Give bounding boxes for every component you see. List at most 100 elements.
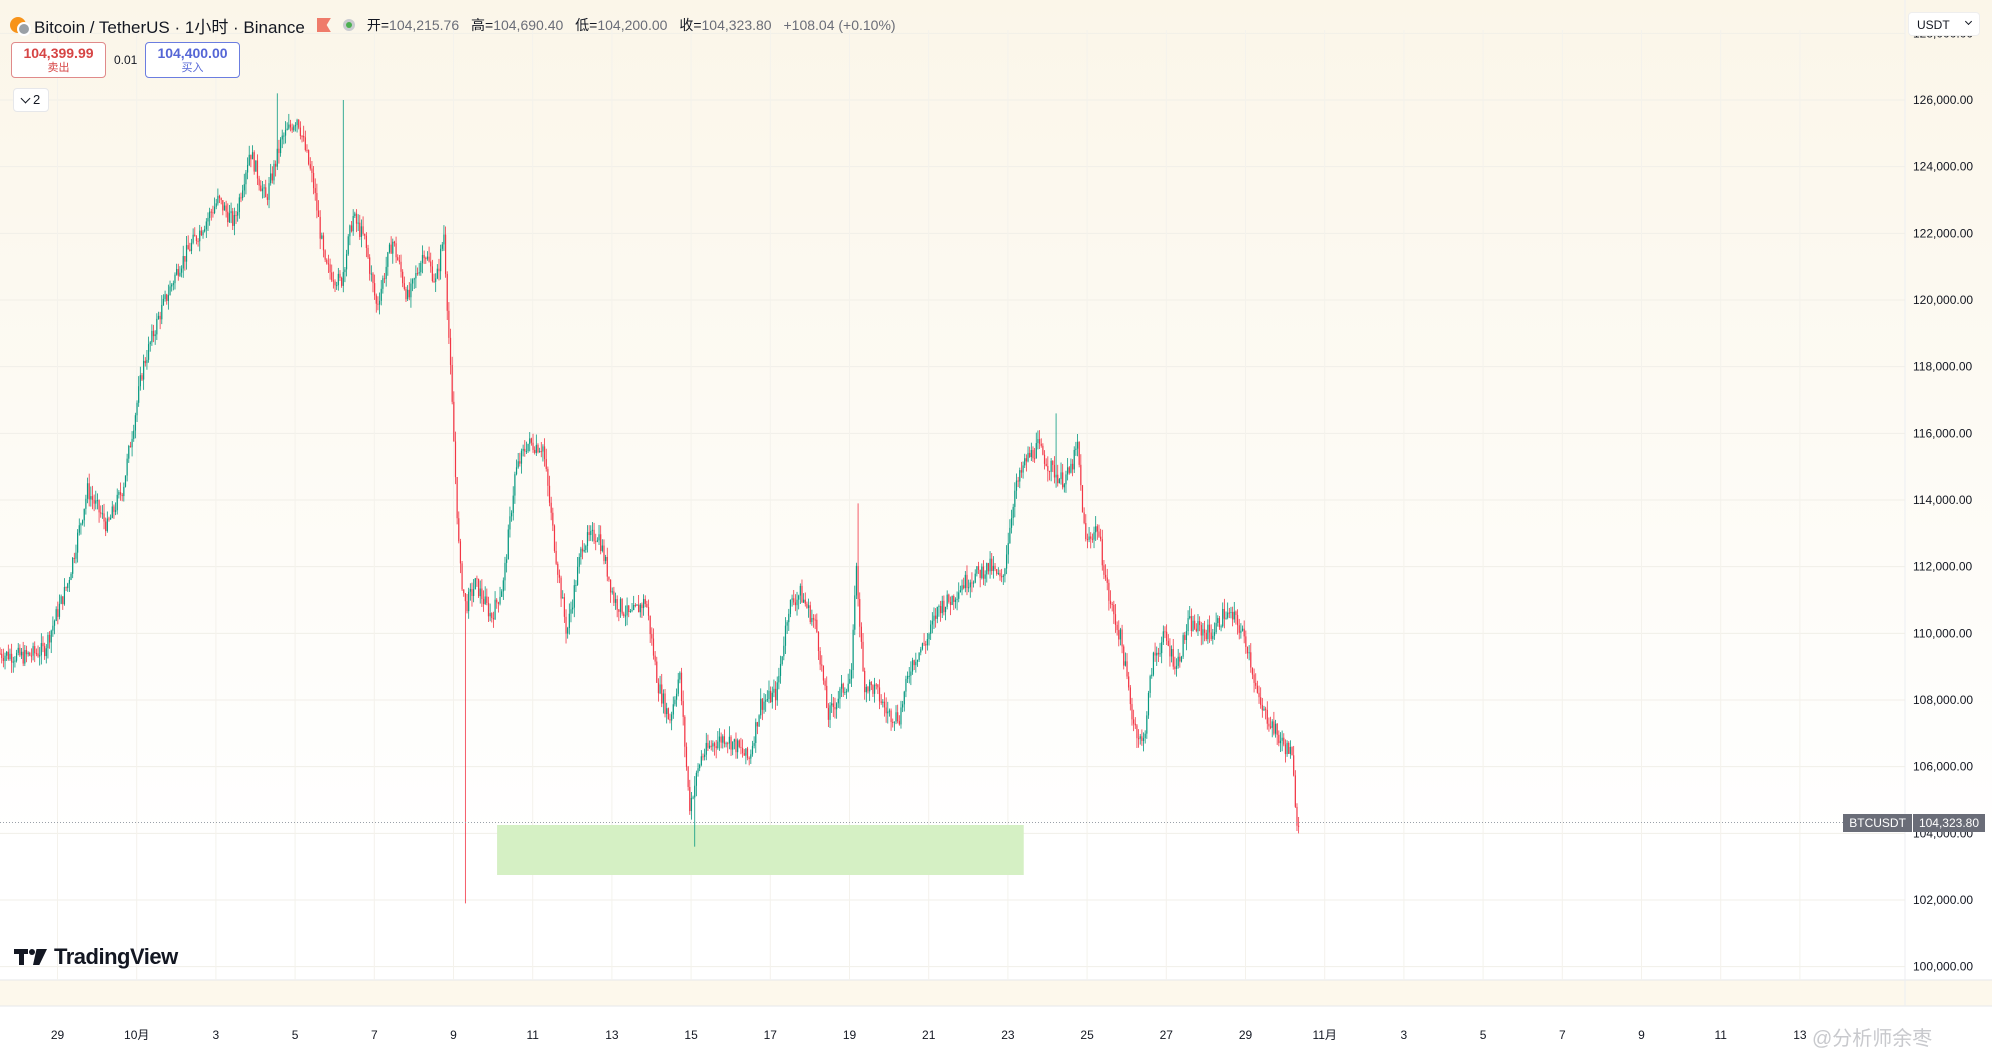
candle — [804, 592, 806, 607]
time-axis[interactable]: 29 10月 3 5 7 9 11 13 15 17 19 21 23 25 27 29 11月 3 5 7 9 11 13 — [51, 1028, 1807, 1042]
candle — [1020, 461, 1023, 478]
candle — [101, 504, 103, 519]
candle — [350, 220, 353, 233]
candle — [454, 431, 457, 485]
candle — [603, 539, 605, 565]
candle — [1253, 668, 1255, 693]
candle — [299, 121, 301, 140]
indicators-toggle-button[interactable]: 2 — [13, 88, 50, 112]
candle — [1106, 568, 1108, 591]
candle — [418, 262, 420, 276]
candle — [859, 592, 861, 638]
candle — [415, 265, 417, 289]
candle — [507, 524, 509, 560]
candle — [550, 496, 552, 521]
candle — [598, 524, 600, 545]
candle — [831, 693, 833, 713]
candle — [449, 328, 452, 375]
candle — [986, 562, 988, 583]
candle — [1109, 590, 1112, 609]
candle — [360, 219, 363, 248]
candle — [1017, 476, 1019, 488]
candle — [557, 561, 559, 584]
candle — [585, 544, 587, 553]
candle — [1085, 514, 1087, 542]
candle — [1291, 746, 1293, 756]
candle — [288, 113, 290, 130]
candle — [426, 251, 429, 261]
candle — [390, 236, 392, 254]
candle — [1166, 624, 1168, 645]
candle — [369, 254, 371, 281]
candle — [1005, 545, 1008, 575]
candle — [304, 130, 306, 152]
candle — [743, 749, 745, 756]
candle — [1213, 622, 1216, 640]
candle — [722, 734, 724, 749]
candle — [1032, 446, 1034, 463]
candle — [558, 569, 561, 584]
candle — [631, 603, 633, 613]
candle — [1086, 533, 1089, 549]
candle — [1141, 729, 1143, 746]
candle — [1024, 453, 1026, 469]
candle — [1073, 446, 1075, 474]
candle — [428, 246, 430, 263]
candle — [448, 302, 450, 344]
candle — [463, 589, 465, 597]
last-price-symbol: BTCUSDT — [1843, 813, 1912, 832]
candle — [486, 588, 488, 606]
candle — [169, 280, 171, 296]
candle — [242, 184, 244, 201]
candle — [397, 254, 399, 261]
candle — [91, 485, 94, 510]
candle — [1240, 623, 1242, 639]
candle — [385, 256, 387, 287]
candle — [609, 579, 612, 603]
price-tick-label: 100,000.00 — [1913, 960, 1973, 974]
price-axis[interactable]: 100,000.00102,000.00104,000.00106,000.00… — [1913, 26, 1973, 973]
candle — [601, 539, 603, 553]
candle — [989, 551, 991, 579]
candle — [580, 546, 582, 565]
candle — [1220, 624, 1222, 632]
market-status-icon[interactable] — [342, 19, 355, 31]
buy-button[interactable]: 104,400.00 买入 — [145, 42, 240, 78]
candle — [504, 556, 506, 591]
candle — [1037, 430, 1039, 450]
candle — [1195, 623, 1197, 633]
candle — [261, 180, 264, 199]
candle — [941, 595, 943, 619]
symbol-title[interactable]: Bitcoin / TetherUS · 1小时 · Binance — [34, 17, 305, 37]
candle — [25, 645, 28, 663]
candle — [524, 440, 526, 457]
candle — [268, 176, 270, 209]
candle — [265, 179, 267, 198]
candle — [1256, 680, 1258, 694]
candle — [793, 589, 795, 606]
candle — [20, 648, 23, 660]
candle — [893, 721, 895, 732]
candle — [11, 643, 13, 673]
candle — [166, 293, 168, 305]
flag-icon[interactable] — [316, 18, 331, 32]
tradingview-logo-text: TradingView — [54, 944, 178, 969]
buy-price: 104,400.00 — [157, 45, 228, 61]
currency-select[interactable]: USDT — [1908, 12, 1980, 36]
candle — [1065, 470, 1067, 493]
candle — [728, 726, 730, 750]
candle — [294, 122, 297, 132]
sell-button[interactable]: 104,399.99 卖出 — [11, 42, 106, 78]
tradingview-logo[interactable]: TradingView — [14, 944, 178, 970]
candle — [349, 224, 351, 246]
candle — [194, 227, 196, 237]
candle — [164, 290, 166, 302]
candle — [1119, 627, 1122, 646]
candle — [572, 599, 574, 614]
candle — [570, 601, 572, 623]
candles-layer — [0, 93, 1300, 904]
candle — [235, 210, 237, 225]
candle — [684, 715, 686, 758]
candle — [869, 679, 871, 701]
